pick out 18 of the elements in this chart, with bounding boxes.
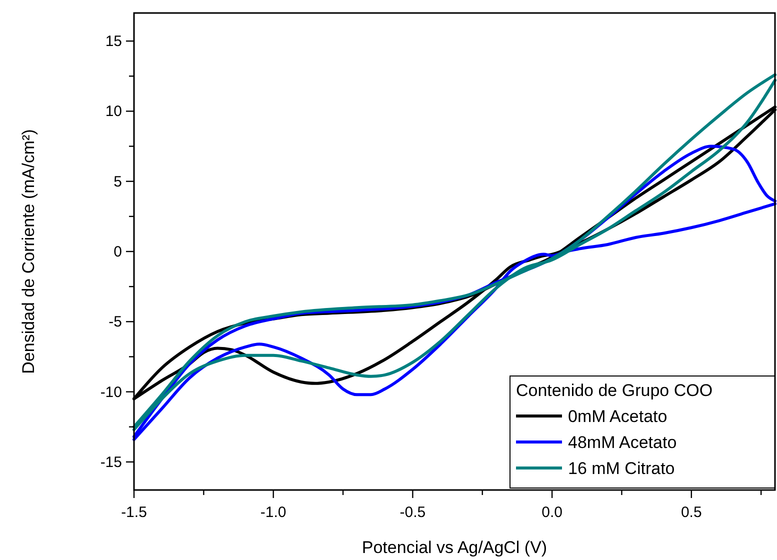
y-tick-label: 15	[105, 33, 122, 50]
legend-label: 0mM Acetato	[568, 407, 668, 426]
y-tick-label: -10	[100, 384, 122, 401]
y-tick-label: -5	[108, 314, 122, 331]
y-tick-label: 10	[105, 103, 122, 120]
x-tick-label: -1.5	[121, 504, 147, 521]
y-tick-label: 0	[114, 244, 122, 260]
x-tick-label: -1.0	[260, 504, 286, 521]
y-tick-label: -15	[100, 454, 122, 471]
legend-title: Contenido de Grupo COO	[516, 381, 713, 400]
legend-label: 48mM Acetato	[568, 433, 677, 452]
x-tick-label: 0.0	[542, 504, 562, 521]
legend-label: 16 mM Citrato	[568, 459, 675, 478]
y-tick-label: 5	[114, 173, 122, 190]
x-axis-title: Potencial vs Ag/AgCl (V)	[362, 538, 548, 557]
x-tick-label: 0.5	[680, 504, 702, 521]
y-axis-title: Densidad de Corriente (mA/cm²)	[19, 129, 38, 374]
x-tick-label: -0.5	[400, 504, 426, 521]
